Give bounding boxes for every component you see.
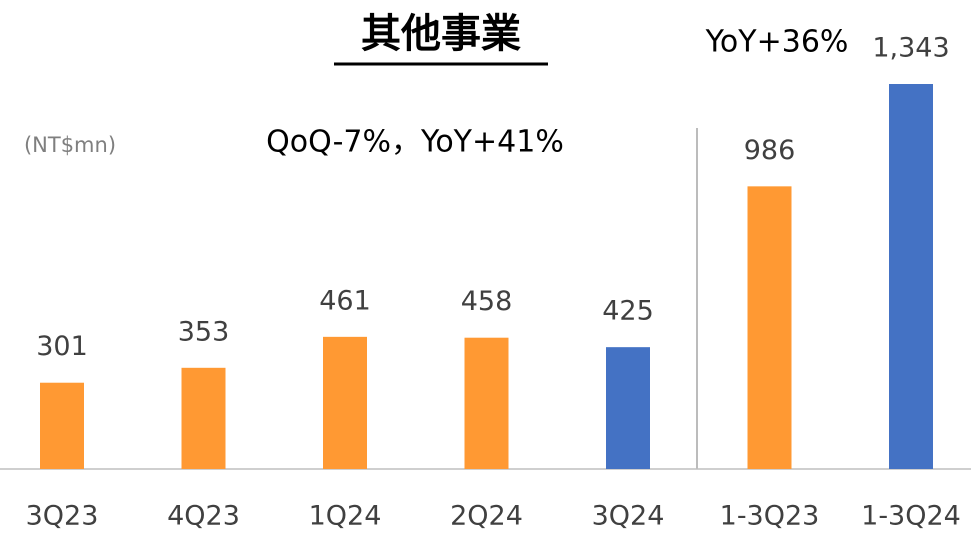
x-tick-label: 1Q24: [309, 501, 382, 532]
bar: [889, 84, 933, 469]
bar: [464, 337, 509, 469]
data-label: 301: [36, 331, 88, 362]
data-label: 353: [178, 316, 230, 347]
annotation: QoQ-7%，YoY+41%: [266, 125, 564, 160]
unit-label: (NT$mn): [24, 133, 116, 157]
bar: [323, 336, 367, 469]
x-tick-label: 2Q24: [450, 501, 523, 532]
chart-title: 其他事業: [361, 11, 521, 57]
x-tick-label: 1-3Q23: [720, 501, 820, 532]
x-tick-label: 3Q23: [26, 501, 99, 532]
annotation: YoY+36%: [705, 25, 849, 60]
data-label: 986: [744, 135, 796, 166]
bar: [747, 186, 792, 469]
bar: [40, 382, 84, 469]
x-tick-label: 1-3Q24: [861, 501, 961, 532]
data-label: 1,343: [872, 33, 949, 64]
data-label: 425: [602, 296, 654, 327]
bar: [606, 347, 650, 469]
data-label: 461: [319, 285, 371, 316]
bar: [181, 367, 226, 469]
x-tick-label: 4Q23: [167, 501, 240, 532]
x-tick-label: 3Q24: [592, 501, 665, 532]
data-label: 458: [461, 286, 513, 317]
